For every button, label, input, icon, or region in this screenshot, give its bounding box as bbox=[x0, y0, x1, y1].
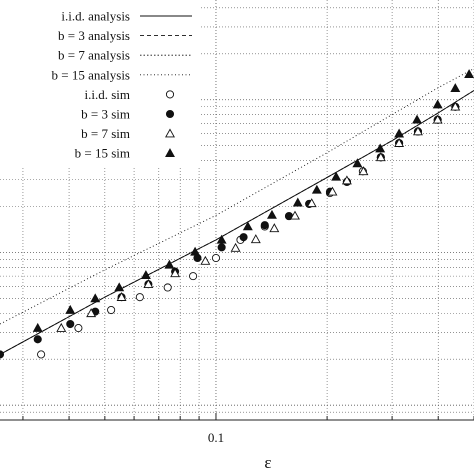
legend-marker-4 bbox=[165, 90, 175, 99]
data-point-6 bbox=[86, 308, 97, 318]
data-point-6 bbox=[143, 279, 154, 288]
data-point-6 bbox=[375, 152, 386, 162]
data-point-7 bbox=[32, 322, 43, 332]
legend-label-2: b = 7 analysis bbox=[58, 48, 130, 63]
data-point-6 bbox=[290, 210, 300, 220]
data-point-4 bbox=[107, 305, 116, 315]
data-point-7 bbox=[140, 270, 151, 280]
legend-label-1: b = 3 analysis bbox=[58, 28, 130, 43]
grid-lines bbox=[0, 0, 474, 421]
data-point-6 bbox=[306, 198, 317, 208]
data-point-7 bbox=[412, 114, 423, 124]
legend-marker-5 bbox=[165, 109, 175, 119]
data-point-7 bbox=[114, 282, 125, 292]
legend-label-0: i.i.d. analysis bbox=[61, 9, 130, 24]
data-point-7 bbox=[190, 246, 201, 256]
data-point-7 bbox=[65, 304, 76, 314]
data-point-7 bbox=[311, 184, 322, 194]
data-point-5 bbox=[217, 243, 226, 252]
data-point-6 bbox=[250, 234, 261, 244]
legend-marker-7 bbox=[165, 148, 175, 158]
x-tick-label: 0.1 bbox=[208, 430, 224, 445]
legend: i.i.d. analysis b = 3 analysis b = 7 analy… bbox=[0, 0, 200, 168]
legend-marker-6 bbox=[165, 128, 175, 138]
legend-label-3: b = 15 analysis bbox=[52, 67, 130, 82]
legend-box bbox=[0, 0, 200, 168]
data-point-7 bbox=[375, 143, 386, 153]
data-point-6 bbox=[170, 268, 181, 278]
data-point-4 bbox=[74, 324, 83, 333]
data-point-7 bbox=[432, 99, 443, 109]
data-point-7 bbox=[331, 171, 342, 181]
legend-label-7: b = 15 sim bbox=[75, 146, 130, 161]
data-point-7 bbox=[242, 221, 253, 231]
data-point-5 bbox=[33, 335, 42, 344]
data-point-4 bbox=[135, 293, 144, 302]
data-point-6 bbox=[358, 166, 369, 176]
data-point-4 bbox=[163, 283, 172, 292]
data-point-7 bbox=[292, 197, 303, 207]
data-point-5 bbox=[0, 350, 5, 359]
data-point-7 bbox=[90, 293, 101, 303]
legend-label-4: i.i.d. sim bbox=[84, 87, 130, 102]
series-lines bbox=[0, 68, 474, 355]
series-markers bbox=[0, 69, 474, 359]
data-point-7 bbox=[164, 259, 175, 269]
data-point-6 bbox=[432, 114, 443, 124]
data-point-5 bbox=[239, 233, 248, 242]
data-point-5 bbox=[66, 319, 75, 329]
data-point-7 bbox=[266, 209, 277, 219]
data-point-7 bbox=[464, 69, 474, 79]
data-point-6 bbox=[230, 242, 241, 252]
data-point-6 bbox=[327, 186, 338, 196]
x-tick-labels: 0.1 bbox=[208, 430, 224, 445]
series-line-2 bbox=[0, 90, 474, 355]
x-axis-label: ε bbox=[264, 453, 271, 472]
data-point-6 bbox=[412, 126, 423, 136]
data-point-6 bbox=[116, 292, 127, 301]
data-point-7 bbox=[352, 158, 363, 168]
data-point-4 bbox=[37, 350, 46, 359]
plot-frame bbox=[0, 413, 474, 421]
data-point-7 bbox=[394, 128, 405, 138]
legend-label-6: b = 7 sim bbox=[81, 126, 130, 141]
data-point-4 bbox=[211, 253, 221, 263]
legend-label-5: b = 3 sim bbox=[81, 107, 130, 122]
data-point-4 bbox=[189, 272, 198, 281]
data-point-7 bbox=[216, 234, 227, 244]
data-point-6 bbox=[269, 223, 280, 233]
data-point-6 bbox=[450, 101, 461, 111]
data-point-6 bbox=[341, 175, 352, 185]
data-point-6 bbox=[394, 138, 405, 147]
data-point-6 bbox=[56, 322, 67, 332]
data-point-6 bbox=[200, 255, 211, 265]
data-point-7 bbox=[450, 83, 461, 93]
data-point-5 bbox=[260, 221, 269, 230]
